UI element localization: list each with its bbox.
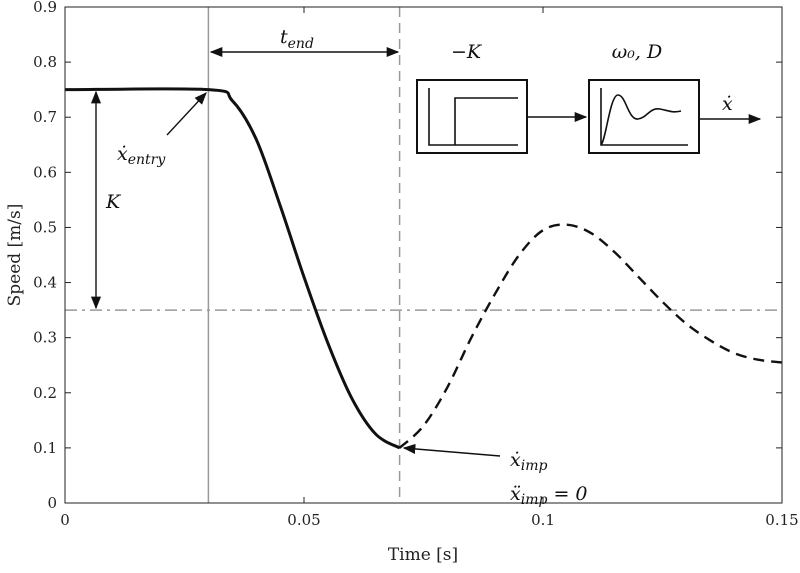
block-diagram: −K ω₀, D ẋ [416, 41, 762, 154]
t-end-label: tend [280, 26, 314, 52]
output-label: ẋ [722, 93, 733, 115]
x-tick-label: 0 [60, 511, 70, 529]
y-tick-label: 0 [47, 494, 57, 512]
x-tick-label: 0.15 [765, 511, 798, 529]
oscillation-series-line [398, 223, 783, 449]
x-tick-label: 0.05 [287, 511, 320, 529]
x-tick-label: 0.1 [531, 511, 555, 529]
xdd-imp-label: ẍimp = 0 [510, 483, 588, 508]
block2-label: ω₀, D [612, 41, 662, 63]
y-tick-label: 0.5 [33, 218, 57, 236]
x-entry-arrow [166, 92, 207, 136]
y-tick-label: 0.6 [33, 163, 57, 181]
y-tick-label: 0.2 [33, 384, 57, 402]
x-entry-label: ẋentry [117, 143, 166, 168]
step-block [416, 79, 528, 154]
block1-label: −K [451, 41, 483, 63]
x-imp-label: ẋimp [510, 449, 547, 474]
k-label: K [105, 191, 122, 213]
y-tick-label: 0.8 [33, 53, 57, 71]
x-imp-arrow [402, 443, 501, 457]
y-tick-label: 0.4 [33, 274, 57, 292]
y-tick-label: 0.7 [33, 108, 57, 126]
x-axis-label: Time [s] [388, 545, 458, 565]
y-tick-label: 0.1 [33, 439, 57, 457]
y-tick-label: 0.3 [33, 329, 57, 347]
deceleration-series-line [64, 87, 401, 450]
step-icon [428, 88, 518, 146]
y-tick-label: 0.9 [33, 0, 57, 16]
oscillation-response-icon [600, 88, 688, 146]
plot-frame [64, 6, 783, 504]
y-axis-label: Speed [m/s] [5, 204, 25, 307]
